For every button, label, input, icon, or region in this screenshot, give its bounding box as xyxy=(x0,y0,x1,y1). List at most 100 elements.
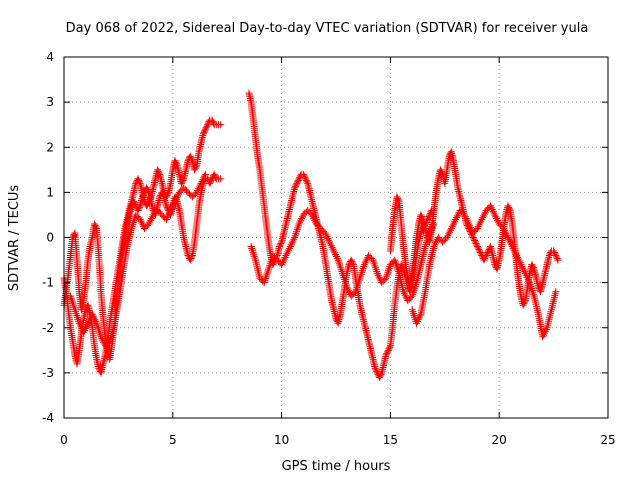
x-tick-label: 10 xyxy=(274,433,289,447)
data-point xyxy=(91,316,99,324)
data-point xyxy=(430,243,438,251)
data-point xyxy=(515,257,523,265)
data-point xyxy=(263,269,271,277)
data-point xyxy=(174,192,182,200)
data-point xyxy=(191,164,199,172)
data-point xyxy=(173,194,181,202)
data-point xyxy=(472,240,480,248)
chart-title: Day 068 of 2022, Sidereal Day-to-day VTE… xyxy=(66,21,589,36)
data-point xyxy=(162,215,170,223)
data-point xyxy=(73,312,81,320)
data-point xyxy=(171,157,179,165)
data-point xyxy=(466,222,474,230)
data-point xyxy=(506,237,514,245)
data-point xyxy=(80,328,88,336)
data-point xyxy=(417,211,425,219)
data-points xyxy=(60,89,562,381)
data-point xyxy=(447,224,455,232)
data-point xyxy=(172,158,180,166)
data-point xyxy=(163,214,171,222)
data-point xyxy=(529,290,537,298)
data-point xyxy=(484,249,492,257)
data-point xyxy=(273,256,281,264)
data-point xyxy=(101,342,109,350)
data-point xyxy=(481,253,489,261)
data-point xyxy=(209,119,217,127)
data-point xyxy=(210,170,218,178)
data-point xyxy=(277,240,285,248)
data-point xyxy=(88,310,96,318)
data-point xyxy=(265,265,273,273)
data-point xyxy=(512,250,520,258)
data-point xyxy=(507,239,515,247)
data-point xyxy=(405,295,413,303)
data-point xyxy=(482,206,490,214)
data-point xyxy=(308,211,316,219)
data-point xyxy=(358,268,366,276)
data-point xyxy=(426,209,434,217)
data-point xyxy=(196,181,204,189)
data-point xyxy=(283,250,291,258)
data-point xyxy=(349,259,357,267)
data-point xyxy=(476,247,484,255)
data-point xyxy=(207,178,215,186)
data-point xyxy=(326,240,334,248)
data-point xyxy=(202,124,210,132)
data-point xyxy=(328,243,336,251)
data-point xyxy=(147,215,155,223)
data-point xyxy=(295,220,303,228)
series-track-2 xyxy=(60,170,225,363)
data-point xyxy=(443,234,451,241)
data-point xyxy=(257,276,265,284)
data-point xyxy=(138,219,146,227)
data-point xyxy=(505,205,513,213)
data-point xyxy=(92,317,100,325)
series-track-4 xyxy=(245,89,438,381)
data-point xyxy=(187,154,195,162)
data-point xyxy=(85,317,93,325)
data-point xyxy=(90,314,98,322)
data-point xyxy=(272,255,280,263)
data-point xyxy=(386,261,394,269)
data-point xyxy=(510,246,518,254)
data-point xyxy=(278,259,286,267)
data-point xyxy=(471,227,479,235)
data-point xyxy=(519,264,527,272)
data-point xyxy=(520,266,528,274)
data-point xyxy=(303,178,311,186)
data-point xyxy=(514,255,522,263)
data-point xyxy=(97,333,105,341)
data-point xyxy=(432,239,440,247)
data-point xyxy=(276,241,284,249)
data-point xyxy=(357,272,365,280)
data-point xyxy=(290,235,298,243)
data-point xyxy=(413,317,421,325)
data-point xyxy=(194,185,202,193)
data-point xyxy=(134,206,142,214)
data-point xyxy=(440,237,448,245)
data-point xyxy=(486,202,494,210)
y-tick-label: -3 xyxy=(42,366,54,380)
data-point xyxy=(133,212,141,220)
data-point xyxy=(212,173,220,181)
data-point xyxy=(288,239,296,247)
data-point xyxy=(470,235,478,243)
data-point xyxy=(84,319,92,327)
data-point xyxy=(162,202,170,210)
data-point xyxy=(482,252,490,260)
data-point xyxy=(305,208,313,216)
data-point xyxy=(337,264,345,272)
data-point xyxy=(300,172,308,180)
data-point xyxy=(524,275,532,283)
data-point xyxy=(324,234,332,242)
data-point xyxy=(156,209,164,217)
data-point xyxy=(304,206,312,214)
data-point xyxy=(545,252,553,260)
data-point xyxy=(147,216,155,224)
data-point xyxy=(194,187,202,195)
data-point xyxy=(550,249,558,257)
data-point xyxy=(282,252,290,260)
data-point xyxy=(434,234,442,241)
data-point xyxy=(211,172,219,180)
data-point xyxy=(130,199,138,207)
